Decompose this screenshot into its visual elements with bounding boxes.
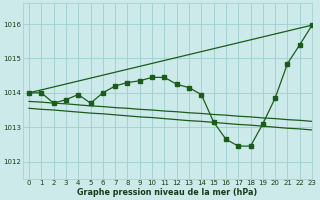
X-axis label: Graphe pression niveau de la mer (hPa): Graphe pression niveau de la mer (hPa) [77, 188, 258, 197]
